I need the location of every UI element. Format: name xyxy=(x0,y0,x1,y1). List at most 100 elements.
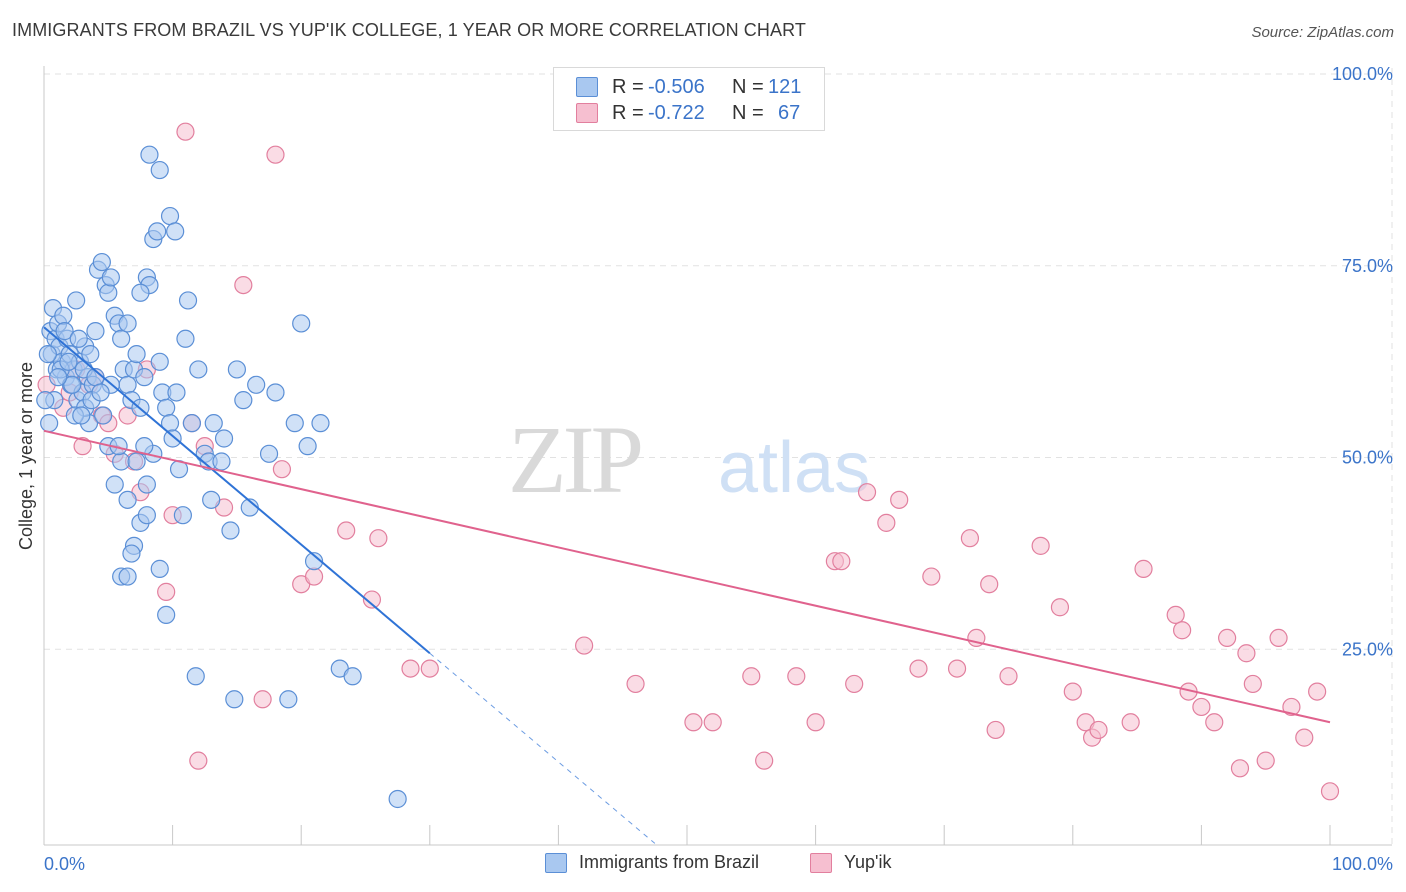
yupik-point xyxy=(909,659,928,678)
watermark: ZIP atlas xyxy=(508,406,870,513)
brazil-point xyxy=(91,383,110,402)
yupik-point xyxy=(1256,751,1275,770)
legend-n-label: N = xyxy=(732,75,764,98)
yupik-point xyxy=(890,490,909,509)
brazil-point xyxy=(247,375,266,394)
y-tick-label: 100.0% xyxy=(1332,64,1393,84)
yupik-point xyxy=(1282,697,1301,717)
brazil-point xyxy=(234,391,253,410)
brazil-point xyxy=(285,414,304,433)
brazil-point xyxy=(221,521,240,540)
brazil-point xyxy=(36,391,55,410)
yupik-point xyxy=(684,713,703,732)
legend-r-value: -0.722 xyxy=(648,101,705,124)
brazil-point xyxy=(227,360,246,379)
yupik-point xyxy=(1031,536,1050,555)
brazil-point xyxy=(298,437,317,456)
brazil-point xyxy=(40,414,59,433)
brazil-point xyxy=(137,475,156,494)
yupik-point xyxy=(845,674,864,694)
legend-r-value: -0.506 xyxy=(648,75,705,98)
yupik-point xyxy=(1218,628,1237,648)
yupik-point xyxy=(857,483,877,502)
legend-r-label: R = xyxy=(612,101,644,124)
y-axis-label: College, 1 year or more xyxy=(16,362,36,550)
brazil-point xyxy=(157,398,176,417)
brazil-point xyxy=(63,375,82,394)
brazil-trendline xyxy=(43,326,431,655)
brazil-point xyxy=(279,690,298,709)
brazil-point xyxy=(304,552,324,571)
legend-n-label: N = xyxy=(732,101,764,124)
brazil-point xyxy=(212,452,231,471)
legend-n-value: 121 xyxy=(768,75,802,98)
legend-row-brazil: R = -0.506 N = 121 xyxy=(576,76,801,98)
brazil-point xyxy=(186,667,205,686)
brazil-point xyxy=(54,306,73,325)
brazil-point xyxy=(202,490,221,509)
yupik-point xyxy=(1243,674,1262,694)
brazil-point xyxy=(105,475,124,494)
watermark-atlas: atlas xyxy=(718,428,870,508)
brazil-point xyxy=(178,291,198,310)
brazil-point xyxy=(118,314,137,333)
yupik-point xyxy=(960,529,980,548)
watermark-zip: ZIP xyxy=(508,406,641,513)
bottom-legend-brazil: Immigrants from Brazil xyxy=(545,852,759,873)
x-tick-label: 100.0% xyxy=(1332,854,1393,874)
yupik-point xyxy=(1192,697,1211,717)
brazil-point xyxy=(118,490,137,509)
yupik-point xyxy=(1121,713,1140,732)
yupik-point xyxy=(922,567,941,586)
brazil-point xyxy=(311,414,330,433)
yupik-point xyxy=(189,751,208,770)
brazil-point xyxy=(118,567,137,586)
brazil-point xyxy=(49,368,68,387)
brazil-point xyxy=(173,506,192,525)
brazil-point xyxy=(163,429,182,448)
bottom-legend: Immigrants from Brazil Yup'ik xyxy=(0,852,1406,878)
brazil-point xyxy=(157,605,176,625)
bottom-legend-swatch-brazil xyxy=(545,852,567,873)
yupik-point xyxy=(947,659,967,678)
legend-row-yupik: R = -0.722 N = 67 xyxy=(576,102,800,124)
brazil-point xyxy=(167,383,186,402)
brazil-point xyxy=(67,291,86,310)
yupik-point xyxy=(1205,713,1224,732)
yupik-point xyxy=(877,513,896,532)
brazil-point xyxy=(388,789,407,809)
yupik-point xyxy=(755,751,774,770)
yupik-point xyxy=(742,667,761,686)
yupik-point xyxy=(157,582,176,601)
yupik-point xyxy=(369,529,388,548)
bottom-legend-label-brazil: Immigrants from Brazil xyxy=(579,852,760,872)
yupik-point xyxy=(1166,605,1185,625)
brazil-point xyxy=(140,145,159,164)
brazil-point xyxy=(189,360,208,379)
yupik-point xyxy=(401,659,420,678)
chart-title: IMMIGRANTS FROM BRAZIL VS YUP'IK COLLEGE… xyxy=(12,20,806,40)
brazil-point xyxy=(127,345,146,364)
yupik-point xyxy=(362,590,382,609)
yupik-point xyxy=(1063,682,1082,701)
legend: R = -0.506 N = 121 R = -0.722 N = 67 xyxy=(553,67,825,131)
brazil-point xyxy=(122,544,141,563)
brazil-point xyxy=(214,429,234,448)
brazil-point xyxy=(59,352,78,371)
brazil-trendline-extension xyxy=(429,652,656,844)
tick-labels: 25.0% 50.0% 75.0% 100.0% 0.0% 100.0% xyxy=(44,64,1393,874)
brazil-point xyxy=(81,345,100,364)
bottom-legend-yupik: Yup'ik xyxy=(810,852,891,873)
yupik-point xyxy=(337,521,356,540)
y-tick-label: 50.0% xyxy=(1342,448,1393,468)
yupik-point xyxy=(234,275,253,295)
legend-n-value: 67 xyxy=(778,101,801,124)
y-tick-label: 25.0% xyxy=(1342,639,1393,659)
brazil-point xyxy=(292,314,311,333)
brazil-point xyxy=(38,345,57,364)
y-tick-label: 75.0% xyxy=(1342,256,1393,276)
brazil-point xyxy=(131,283,150,302)
yupik-point xyxy=(1237,644,1256,663)
yupik-point xyxy=(832,552,851,571)
